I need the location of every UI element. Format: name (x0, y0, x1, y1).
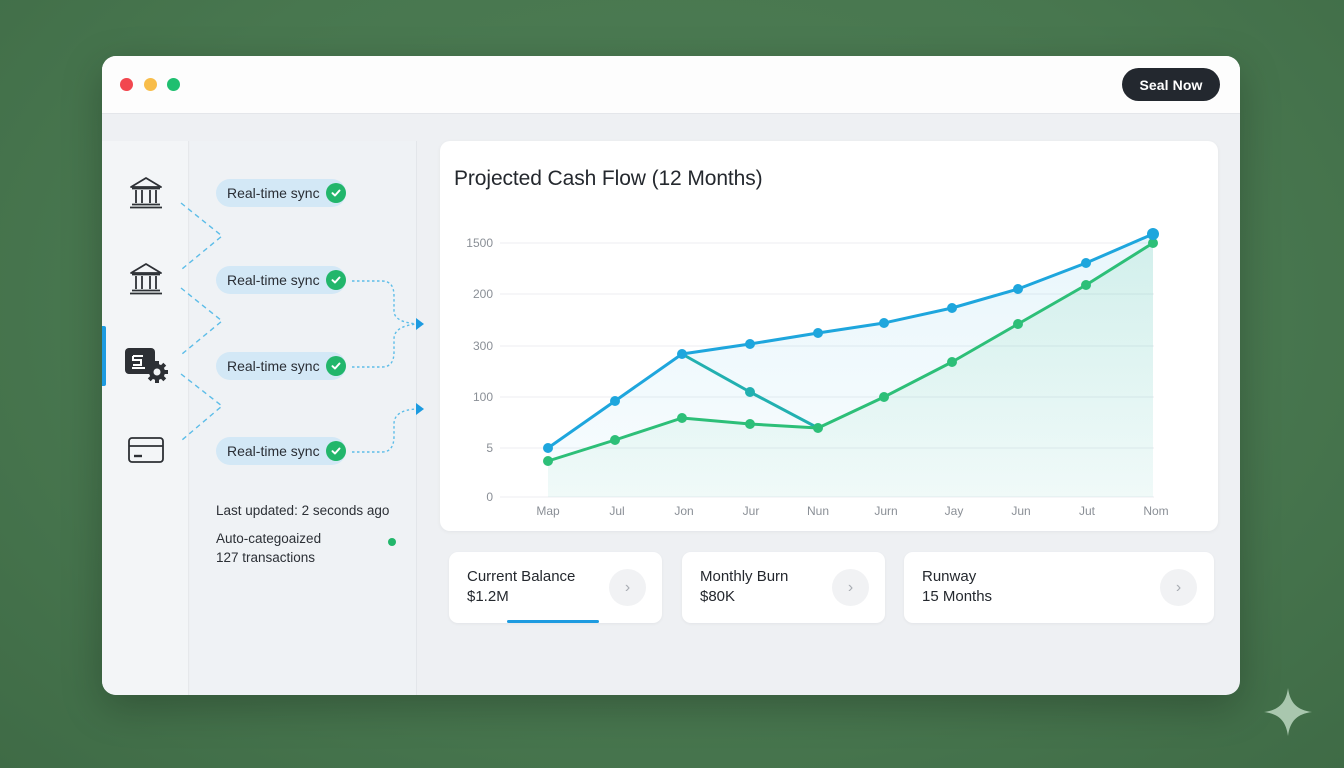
chevron-right-icon[interactable]: › (1160, 569, 1197, 606)
stat-label: Current Balance (467, 568, 576, 585)
y-tick: 300 (473, 339, 493, 353)
cash-flow-chart: 1500 200 300 100 5 0 (466, 228, 1169, 518)
stat-label: Monthly Burn (700, 568, 789, 585)
x-tick: Jay (945, 504, 964, 518)
sync-pill-label: Real-time sync (227, 272, 320, 288)
transaction-count-text: 127 transactions (216, 550, 316, 565)
current-balance-card[interactable]: Current Balance $1.2M › (449, 552, 662, 623)
chevron-right-icon[interactable]: › (609, 569, 646, 606)
icon-rail (102, 141, 189, 695)
sync-pill[interactable]: Real-time sync (216, 437, 346, 465)
y-tick: 5 (486, 441, 493, 455)
sync-pill-label: Real-time sync (227, 185, 320, 201)
check-icon (326, 183, 346, 203)
sync-panel: Real-time sync Real-time sync Real-time … (190, 141, 417, 695)
stat-label: Runway (922, 568, 977, 585)
runway-card[interactable]: Runway 15 Months › (904, 552, 1214, 623)
active-indicator (102, 326, 106, 386)
chevron-right-icon[interactable]: › (832, 569, 869, 606)
seal-now-button[interactable]: Seal Now (1122, 68, 1220, 101)
sync-pill[interactable]: Real-time sync (216, 266, 346, 294)
x-tick: Jur (743, 504, 760, 518)
cash-flow-chart-card: Projected Cash Flow (12 Months) (440, 141, 1218, 531)
check-icon (326, 356, 346, 376)
x-tick: Map (536, 504, 560, 518)
y-tick: 1500 (466, 236, 493, 250)
x-tick: Jul (609, 504, 624, 518)
y-tick: 100 (473, 390, 493, 404)
stat-value: $80K (700, 588, 736, 605)
y-tick: 200 (473, 287, 493, 301)
sparkle-icon (1264, 688, 1312, 736)
x-tick: Nun (807, 504, 829, 518)
status-dot (388, 538, 396, 546)
y-tick: 0 (486, 490, 493, 504)
chart-title: Projected Cash Flow (12 Months) (454, 167, 763, 190)
sync-pill-label: Real-time sync (227, 443, 320, 459)
auto-categorized-text: Auto-categoaized (216, 531, 322, 546)
x-tick: Jon (674, 504, 693, 518)
last-updated-text: Last updated: 2 seconds ago (216, 503, 390, 518)
stat-value: $1.2M (467, 588, 509, 605)
check-icon (326, 270, 346, 290)
bank-icon[interactable] (127, 260, 165, 298)
monthly-burn-card[interactable]: Monthly Burn $80K › (682, 552, 885, 623)
sync-pill-label: Real-time sync (227, 358, 320, 374)
close-window-button[interactable] (120, 78, 133, 91)
sync-pill[interactable]: Real-time sync (216, 179, 346, 207)
ledger-settings-icon[interactable] (124, 346, 170, 386)
x-tick: Jut (1079, 504, 1096, 518)
x-tick: Jun (1011, 504, 1030, 518)
active-underline (507, 620, 599, 623)
title-bar: Seal Now (102, 56, 1240, 114)
minimize-window-button[interactable] (144, 78, 157, 91)
sync-pill[interactable]: Real-time sync (216, 352, 346, 380)
stat-value: 15 Months (922, 588, 993, 605)
maximize-window-button[interactable] (167, 78, 180, 91)
x-tick: Jurn (874, 504, 897, 518)
x-tick: Nom (1143, 504, 1168, 518)
bank-icon[interactable] (127, 174, 165, 212)
check-icon (326, 441, 346, 461)
app-window: Seal Now (102, 56, 1240, 695)
credit-card-icon[interactable] (127, 431, 165, 469)
